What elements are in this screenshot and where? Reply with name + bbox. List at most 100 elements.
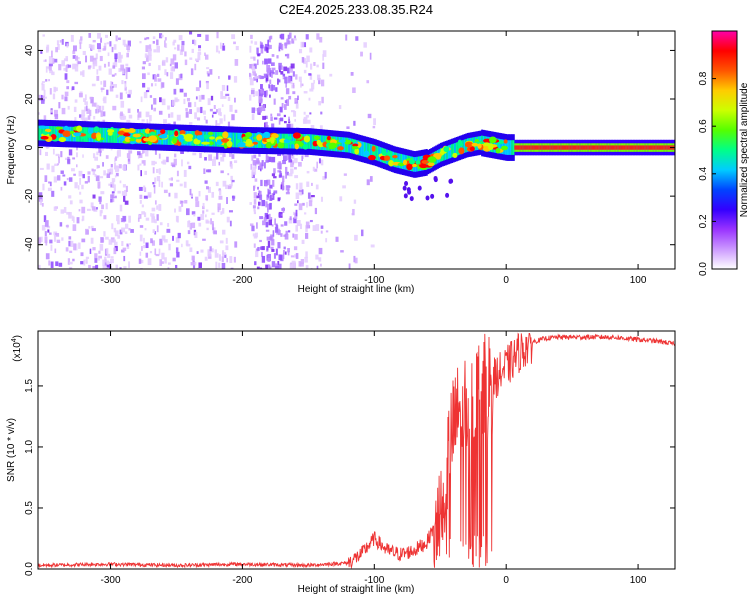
- noise-speck: [189, 109, 193, 115]
- noise-speck: [305, 221, 310, 229]
- band-peak: [514, 145, 517, 150]
- noise-speck: [140, 170, 142, 177]
- noise-speck: [147, 258, 152, 266]
- noise-speck: [97, 33, 101, 39]
- noise-speck: [126, 52, 130, 58]
- band-core: [242, 132, 245, 148]
- noise-speck: [105, 236, 109, 240]
- noise-speck: [200, 249, 204, 253]
- noise-speck: [335, 236, 339, 242]
- spectrogram-xtick-label: -200: [232, 275, 252, 286]
- noise-speck: [49, 63, 53, 67]
- band-core: [175, 130, 178, 146]
- noise-speck: [67, 258, 71, 265]
- noise-speck: [49, 181, 52, 187]
- noise-speck: [117, 190, 121, 194]
- noise-speck: [285, 88, 290, 95]
- noise-speck: [273, 190, 278, 194]
- spectrogram-xtick-label: 0: [503, 275, 509, 286]
- noise-speck: [273, 117, 278, 120]
- noise-speck: [271, 261, 276, 268]
- noise-speck: [218, 254, 221, 261]
- noise-speck: [41, 225, 46, 231]
- noise-speck: [194, 101, 197, 107]
- noise-speck: [262, 60, 264, 65]
- noise-speck: [163, 119, 167, 125]
- noise-speck: [355, 36, 359, 41]
- band-blob: [421, 160, 429, 164]
- noise-speck: [290, 110, 295, 113]
- noise-speck: [139, 41, 142, 44]
- band-core: [375, 145, 378, 161]
- noise-speck: [218, 161, 221, 166]
- noise-speck: [234, 241, 238, 248]
- noise-speck: [74, 182, 78, 189]
- noise-speck: [102, 162, 104, 167]
- band-blob: [368, 154, 376, 161]
- noise-speck: [221, 256, 224, 263]
- noise-speck: [143, 237, 145, 244]
- noise-speck: [254, 261, 257, 266]
- noise-speck: [84, 101, 88, 105]
- band-peak: [558, 145, 561, 150]
- noise-speck: [109, 261, 112, 266]
- noise-speck: [180, 200, 184, 204]
- band-blob: [226, 140, 233, 148]
- noise-speck: [164, 257, 167, 264]
- noise-speck: [320, 196, 323, 202]
- noise-speck: [318, 247, 323, 255]
- noise-speck: [92, 153, 96, 159]
- noise-speck: [216, 109, 218, 113]
- noise-speck: [294, 175, 299, 179]
- noise-speck: [195, 96, 198, 100]
- noise-speck: [55, 261, 59, 267]
- noise-speck: [265, 115, 268, 119]
- band-blob: [402, 159, 408, 166]
- noise-speck: [346, 126, 350, 129]
- band-peak: [565, 145, 568, 150]
- band-core: [55, 126, 58, 141]
- noise-speck: [107, 253, 111, 258]
- band-peak: [595, 145, 598, 150]
- noise-speck: [76, 164, 78, 168]
- noise-speck: [128, 261, 131, 268]
- noise-speck: [189, 188, 192, 196]
- noise-speck: [195, 87, 200, 92]
- noise-speck: [269, 79, 272, 84]
- noise-speck: [202, 202, 205, 208]
- noise-speck: [189, 57, 193, 60]
- noise-speck: [72, 55, 76, 59]
- noise-speck: [48, 79, 50, 82]
- noise-speck: [280, 224, 284, 227]
- noise-speck: [145, 111, 150, 118]
- noise-speck: [66, 43, 69, 48]
- noise-speck: [266, 203, 271, 210]
- noise-speck: [363, 42, 367, 48]
- noise-speck: [342, 185, 346, 189]
- band-outlier: [425, 195, 430, 201]
- band-core: [463, 139, 466, 153]
- noise-speck: [254, 75, 259, 79]
- noise-speck: [205, 119, 208, 124]
- band-blob: [42, 131, 49, 135]
- noise-speck: [216, 123, 221, 128]
- noise-speck: [110, 81, 113, 88]
- band-blob: [44, 128, 52, 133]
- noise-speck: [227, 96, 231, 102]
- band-blob: [149, 131, 156, 137]
- band-blob: [477, 143, 482, 149]
- noise-speck: [253, 199, 257, 205]
- noise-speck: [251, 225, 255, 232]
- noise-speck: [43, 115, 47, 122]
- band-core: [41, 125, 44, 141]
- noise-speck: [161, 261, 164, 264]
- band-peak: [633, 145, 636, 150]
- noise-speck: [350, 72, 354, 76]
- band-peak: [534, 145, 537, 150]
- band-peak: [566, 145, 569, 150]
- band-peak: [655, 145, 658, 150]
- noise-speck: [289, 123, 294, 129]
- noise-speck: [269, 94, 271, 98]
- noise-speck: [138, 186, 143, 191]
